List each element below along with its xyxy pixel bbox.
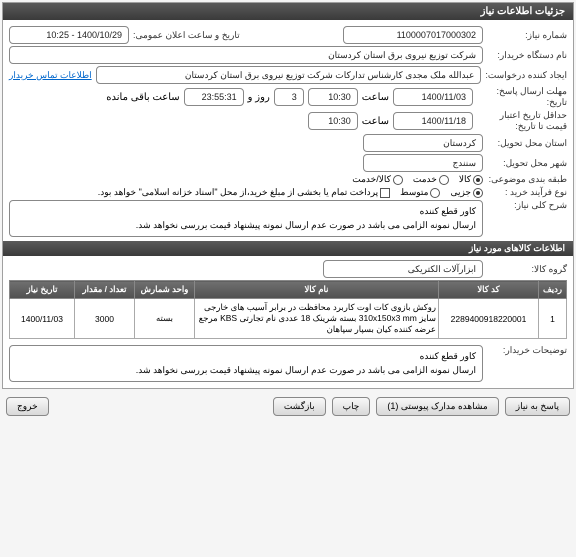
deadline-time: 10:30 bbox=[308, 88, 358, 106]
deadline-label: مهلت ارسال پاسخ: تاریخ: bbox=[477, 86, 567, 108]
remain-days-label: روز و bbox=[248, 92, 270, 103]
contact-link[interactable]: اطلاعات تماس خریدار bbox=[9, 70, 92, 81]
requester-field: عبدالله ملک مجدی کارشناس تدارکات شرکت تو… bbox=[96, 66, 482, 84]
announce-field: 1400/10/29 - 10:25 bbox=[9, 26, 129, 44]
th-unit: واحد شمارش bbox=[135, 281, 195, 299]
buyer-label: نام دستگاه خریدار: bbox=[487, 50, 567, 61]
city-field: سنندج bbox=[363, 154, 483, 172]
purchase-label: نوع فرآیند خرید : bbox=[487, 187, 567, 198]
category-group: کالا خدمت کالا/خدمت bbox=[352, 174, 483, 185]
cell-idx: 1 bbox=[539, 299, 567, 339]
requester-label: ایجاد کننده درخواست: bbox=[485, 70, 567, 81]
respond-button[interactable]: پاسخ به نیاز bbox=[505, 397, 570, 416]
th-name: نام کالا bbox=[195, 281, 439, 299]
radio-service[interactable] bbox=[439, 175, 449, 185]
back-button[interactable]: بازگشت bbox=[273, 397, 326, 416]
attachments-button[interactable]: مشاهده مدارک پیوستی (1) bbox=[376, 397, 498, 416]
exit-button[interactable]: خروج bbox=[6, 397, 49, 416]
saat-label-1: ساعت bbox=[362, 92, 389, 103]
th-idx: ردیف bbox=[539, 281, 567, 299]
city-label: شهر محل تحویل: bbox=[487, 158, 567, 169]
radio-medium[interactable] bbox=[430, 188, 440, 198]
cell-unit: بسته bbox=[135, 299, 195, 339]
panel-title: جزئیات اطلاعات نیاز bbox=[3, 3, 573, 20]
cell-date: 1400/11/03 bbox=[10, 299, 75, 339]
radio-goods[interactable] bbox=[473, 175, 483, 185]
radio-both[interactable] bbox=[393, 175, 403, 185]
table-row: 1 2289400918220001 روکش بازوی کات اوت کا… bbox=[10, 299, 567, 339]
th-code: کد کالا bbox=[439, 281, 539, 299]
button-bar: پاسخ به نیاز مشاهده مدارک پیوستی (1) چاپ… bbox=[0, 391, 576, 422]
category-label: طبقه بندی موضوعی: bbox=[487, 174, 567, 185]
cell-code: 2289400918220001 bbox=[439, 299, 539, 339]
chk-treasury[interactable] bbox=[380, 188, 390, 198]
print-button[interactable]: چاپ bbox=[332, 397, 371, 416]
validity-date: 1400/11/18 bbox=[393, 112, 473, 130]
main-panel: جزئیات اطلاعات نیاز شماره نیاز: 11000070… bbox=[2, 2, 574, 389]
validity-time: 10:30 bbox=[308, 112, 358, 130]
notes-box: کاور قطع کننده ارسال نمونه الزامی می باش… bbox=[9, 345, 483, 382]
saat-label-2: ساعت bbox=[362, 116, 389, 127]
need-no-label: شماره نیاز: bbox=[487, 30, 567, 41]
need-no-field: 1100007017000302 bbox=[343, 26, 483, 44]
desc-box: کاور قطع کننده ارسال نمونه الزامی می باش… bbox=[9, 200, 483, 237]
province-field: کردستان bbox=[363, 134, 483, 152]
buyer-field: شرکت توزیع نیروی برق استان کردستان bbox=[9, 46, 483, 64]
desc-label: شرح کلی نیاز: bbox=[487, 200, 567, 211]
cell-qty: 3000 bbox=[75, 299, 135, 339]
notes-label: توضیحات خریدار: bbox=[487, 345, 567, 356]
items-header: اطلاعات کالاهای مورد نیاز bbox=[3, 241, 573, 256]
radio-small[interactable] bbox=[473, 188, 483, 198]
remain-days: 3 bbox=[274, 88, 304, 106]
remain-time: 23:55:31 bbox=[184, 88, 244, 106]
province-label: استان محل تحویل: bbox=[487, 138, 567, 149]
items-table: ردیف کد کالا نام کالا واحد شمارش تعداد /… bbox=[9, 280, 567, 339]
th-date: تاریخ نیاز bbox=[10, 281, 75, 299]
cell-name: روکش بازوی کات اوت کاربرد محافظت در براب… bbox=[195, 299, 439, 339]
purchase-group: جزیی متوسط پرداخت تمام یا بخشی از مبلغ خ… bbox=[98, 187, 483, 198]
deadline-date: 1400/11/03 bbox=[393, 88, 473, 106]
announce-label: تاریخ و ساعت اعلان عمومی: bbox=[133, 30, 240, 41]
group-label: گروه کالا: bbox=[487, 264, 567, 275]
group-field: ابزارآلات الکتریکی bbox=[323, 260, 483, 278]
th-qty: تعداد / مقدار bbox=[75, 281, 135, 299]
panel-body: شماره نیاز: 1100007017000302 تاریخ و ساع… bbox=[3, 20, 573, 388]
validity-label: حداقل تاریخ اعتبار قیمت تا تاریخ: bbox=[477, 110, 567, 132]
remain-suffix: ساعت باقی مانده bbox=[106, 92, 179, 103]
